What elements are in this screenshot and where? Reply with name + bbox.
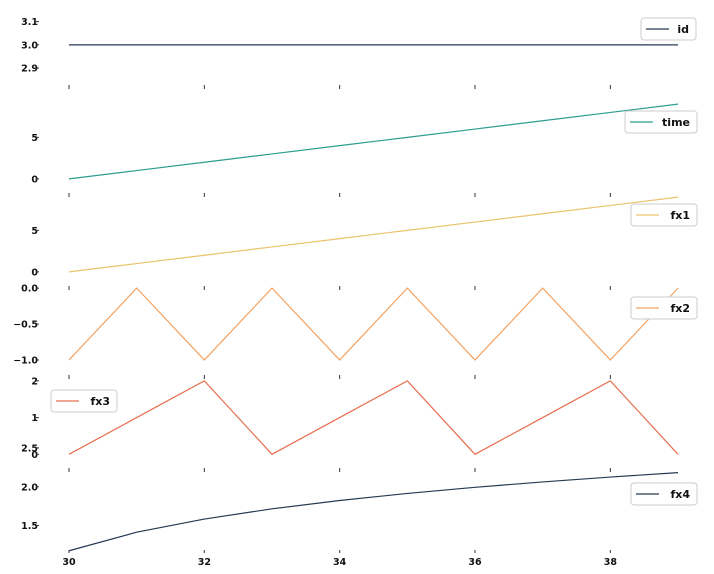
panel-fx2: 0.0 −0.5 −1.0 fx2	[13, 284, 698, 379]
legend-box	[630, 203, 698, 227]
y-tick-label: 5	[31, 133, 38, 144]
y-tick-label: −1.0	[13, 355, 38, 366]
legend-label: fx1	[670, 209, 690, 222]
y-tick-label: 0	[31, 267, 38, 278]
y-tick-label: 0	[31, 174, 38, 185]
series-line-fx2	[68, 287, 679, 361]
y-tick-label: 3.0	[21, 40, 38, 51]
y-tick-label: 3.1	[21, 17, 38, 28]
y-tick-label: 0.0	[21, 284, 38, 295]
legend-fx4: fx4	[630, 482, 698, 506]
panel-fx1: 5 0 fx1	[31, 196, 698, 290]
legend-label: time	[662, 116, 690, 129]
x-tick-label: 38	[604, 557, 618, 568]
series-line-fx4	[68, 472, 679, 552]
y-tick-label: 2.9	[21, 64, 38, 75]
legend-box	[630, 296, 698, 320]
y-tick-label: 1	[31, 413, 38, 424]
y-tick-label: 5	[31, 226, 38, 237]
panel-time: 5 0 time	[31, 103, 698, 197]
x-tick-label: 30	[62, 557, 76, 568]
legend-fx2: fx2	[630, 296, 698, 320]
series-line-fx1	[68, 196, 679, 273]
series-line-time	[68, 103, 679, 180]
legend-id: id	[640, 17, 697, 41]
legend-label: fx3	[90, 395, 110, 408]
panel-id: 3.1 3.0 2.9 id	[21, 17, 697, 89]
y-tick-label: 2.5	[21, 443, 38, 454]
legend-box	[630, 482, 698, 506]
legend-label: fx4	[670, 488, 690, 501]
legend-time: time	[624, 110, 698, 134]
legend-box	[624, 110, 698, 134]
x-tick-label: 32	[198, 557, 211, 568]
panel-fx3: 2 1 0 fx3	[31, 376, 679, 472]
y-tick-label: 2	[31, 376, 38, 387]
series-line-fx3	[68, 380, 679, 456]
legend-fx1: fx1	[630, 203, 698, 227]
x-tick-label: 36	[468, 557, 482, 568]
y-tick-label: 1.5	[21, 521, 38, 532]
y-tick-label: 0	[31, 450, 38, 461]
legend-label: id	[677, 23, 689, 36]
y-tick-label: 2.0	[21, 482, 38, 493]
panel-fx4: 2.5 2.0 1.5 fx4	[21, 443, 698, 552]
legend-fx3: fx3	[50, 389, 118, 413]
legend-label: fx2	[670, 302, 690, 315]
y-tick-label: −0.5	[13, 320, 38, 331]
x-tick-label: 34	[333, 557, 347, 568]
legend-box	[50, 389, 118, 413]
